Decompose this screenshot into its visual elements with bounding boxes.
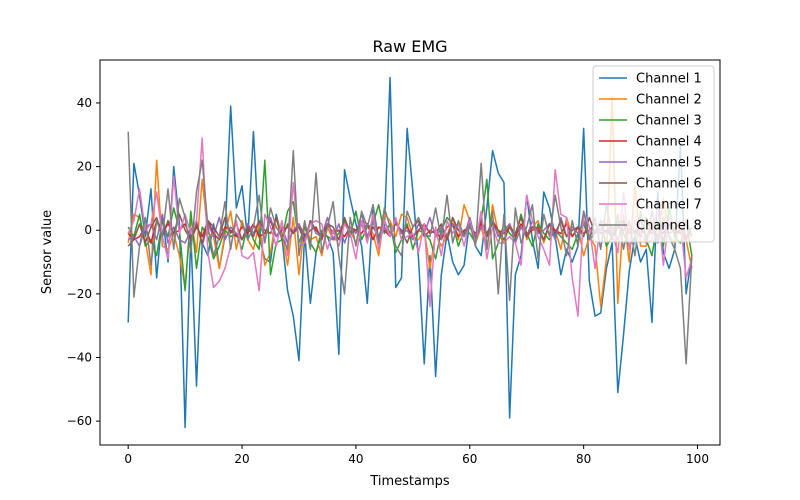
x-axis-label: Timestamps xyxy=(369,474,450,489)
chart-title: Raw EMG xyxy=(372,37,447,56)
legend: Channel 1 Channel 2 Channel 3 Channel 4 Chan… xyxy=(592,65,715,243)
y-tick-label: 20 xyxy=(77,160,92,174)
legend-label-channel-3: Channel 3 xyxy=(636,114,702,129)
axes-frame xyxy=(99,59,721,446)
legend-box xyxy=(592,65,715,243)
axes: 0 20 40 60 80 100 −60 −40 −20 0 20 40 xyxy=(67,59,721,466)
plot-area xyxy=(127,76,693,429)
legend-label-channel-1: Channel 1 xyxy=(636,72,702,87)
legend-label-channel-7: Channel 7 xyxy=(636,198,702,213)
x-tick-label: 20 xyxy=(234,452,249,466)
y-axis-label: Sensor value xyxy=(40,210,55,294)
y-tick-label: 40 xyxy=(77,96,92,110)
legend-label-channel-4: Channel 4 xyxy=(636,135,702,150)
y-tick-label: −20 xyxy=(67,287,92,301)
y-tick-label: −40 xyxy=(67,351,92,365)
y-tick-label: −60 xyxy=(67,414,92,428)
legend-label-channel-2: Channel 2 xyxy=(636,93,702,108)
x-tick-label: 80 xyxy=(576,452,591,466)
x-tick-label: 40 xyxy=(348,452,363,466)
series-line-channel-7 xyxy=(127,137,693,317)
x-axis: 0 20 40 60 80 100 xyxy=(124,445,709,466)
x-tick-label: 0 xyxy=(124,452,132,466)
x-tick-label: 60 xyxy=(462,452,477,466)
x-tick-label: 100 xyxy=(686,452,709,466)
series-line-channel-2 xyxy=(127,95,693,308)
legend-label-channel-6: Channel 6 xyxy=(636,177,702,192)
legend-label-channel-5: Channel 5 xyxy=(636,156,702,171)
y-axis: −60 −40 −20 0 20 40 xyxy=(67,96,100,428)
legend-label-channel-8: Channel 8 xyxy=(636,219,702,234)
y-tick-label: 0 xyxy=(84,223,92,237)
